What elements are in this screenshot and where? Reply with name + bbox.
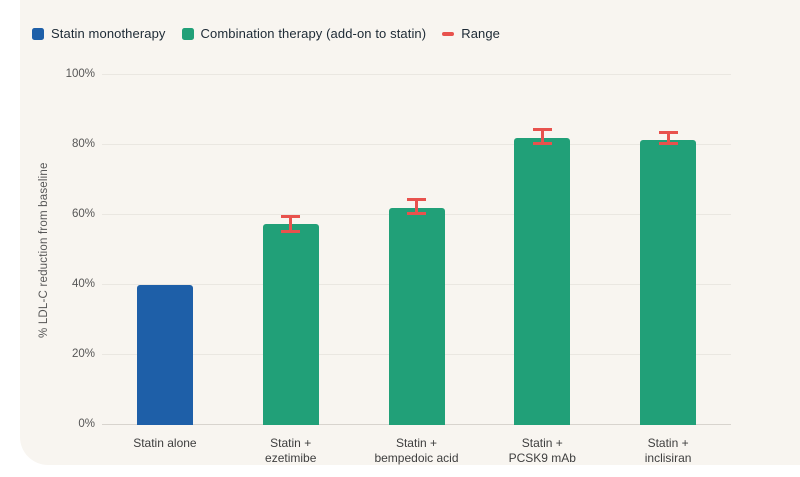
legend-range-dash-icon [442,31,455,36]
bar-statin-pcsk9-mab [514,138,571,425]
x-axis-label-statin-bempedoic-acid: Statin + bempedoic acid [374,436,459,465]
range-error-bar-statin-inclisiran [658,131,678,145]
y-tick-label-40: 40% [71,278,95,290]
y-tick-label-100: 100% [65,68,95,80]
legend-green-square-icon [181,27,194,40]
x-axis-label-statin-alone: Statin alone [133,436,197,450]
range-error-bar-stem [415,200,418,212]
chart-panel: Statin monotherapy Combination therapy (… [20,0,800,465]
x-axis-label-statin-ezetimibe: Statin + ezetimibe [265,436,317,465]
range-error-bar-stem [666,134,670,142]
x-axis-labels: Statin alone Statin + ezetimibe Statin + b… [102,436,731,466]
legend-label: Combination therapy (add-on to statin) [200,26,427,41]
gridline-100 [102,74,731,75]
bar-statin-bempedoic-acid [388,208,445,425]
range-error-bar-stem [289,218,293,230]
legend-item-range: Range [442,26,500,41]
bar-statin-alone [136,285,193,425]
range-error-bar-statin-pcsk9-mab [532,127,552,145]
legend-label: Statin monotherapy [51,26,166,41]
range-error-bar-statin-ezetimibe [281,215,301,233]
bar-statin-ezetimibe [262,223,319,425]
legend-blue-square-icon [32,27,44,40]
range-error-bar-stem [540,130,544,142]
y-tick-label-80: 80% [71,138,95,150]
legend-item-combination-therapy: Combination therapy (add-on to statin) [181,26,427,41]
legend-item-statin-monotherapy: Statin monotherapy [32,26,166,41]
y-tick-label-0: 0% [78,418,95,430]
bar-statin-inclisiran [640,139,697,425]
chart-legend: Statin monotherapy Combination therapy (… [32,26,500,41]
x-axis-label-statin-inclisiran: Statin + inclisiran [644,436,692,465]
y-tick-label-20: 20% [71,348,95,360]
gridline-80 [102,144,731,145]
y-axis-tick-labels: 0% 20% 40% 60% 80% 100% [30,0,95,465]
y-tick-label-60: 60% [71,208,95,220]
range-error-bar-statin-bempedoic-acid [407,197,426,215]
legend-label: Range [461,26,501,41]
x-axis-label-statin-pcsk9-mab: Statin + PCSK9 mAb [508,436,576,465]
plot-area [102,74,731,425]
